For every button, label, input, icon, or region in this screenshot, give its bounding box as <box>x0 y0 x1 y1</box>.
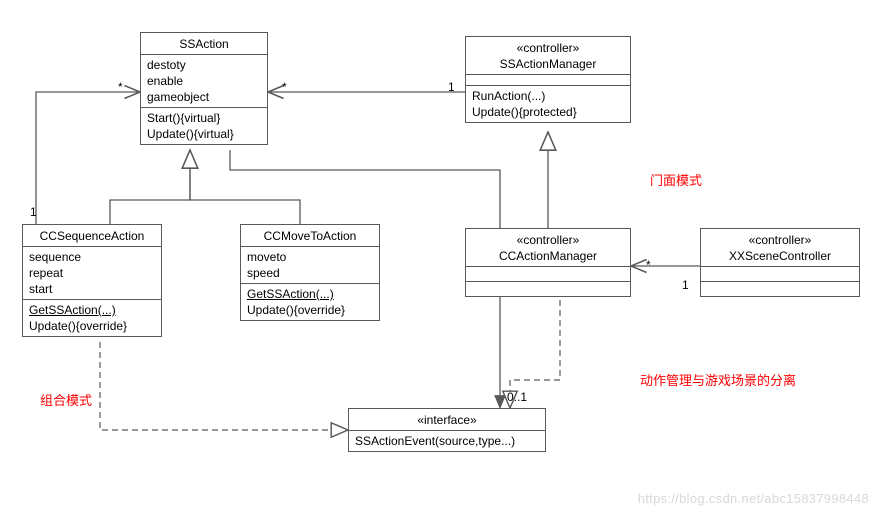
mult: 1 <box>30 205 37 219</box>
stereotype: «interface» <box>353 412 541 428</box>
mult: 1 <box>682 278 689 292</box>
attr: speed <box>247 265 373 281</box>
stereotype: «controller» <box>470 40 626 56</box>
mult: * <box>282 80 287 94</box>
attr: repeat <box>29 265 155 281</box>
class-ssactionmanager: «controller» SSActionManager RunAction(.… <box>465 36 631 123</box>
op: GetSSAction(...) <box>247 286 373 302</box>
stereotype: «controller» <box>470 232 626 248</box>
interface-ssactionevent: «interface» SSActionEvent(source,type...… <box>348 408 546 452</box>
edge-ccsequence-realize-interface <box>100 342 348 430</box>
attr: destoty <box>147 57 261 73</box>
class-name: XXSceneController <box>705 248 855 264</box>
mult: * <box>646 258 651 272</box>
mult: 0..1 <box>507 390 527 404</box>
note-composite: 组合模式 <box>40 390 92 409</box>
edge-ccmoveto-gen <box>190 200 300 224</box>
op: GetSSAction(...) <box>29 302 155 318</box>
stereotype: «controller» <box>705 232 855 248</box>
attr: start <box>29 281 155 297</box>
op: RunAction(...) <box>472 88 624 104</box>
attr: enable <box>147 73 261 89</box>
attr: sequence <box>29 249 155 265</box>
class-ccactionmanager: «controller» CCActionManager <box>465 228 631 297</box>
op: Start(){virtual} <box>147 110 261 126</box>
class-ccsequenceaction: CCSequenceAction sequence repeat start G… <box>22 224 162 337</box>
class-name: CCSequenceAction <box>40 229 145 243</box>
class-name: SSAction <box>179 37 228 51</box>
note-facade: 门面模式 <box>650 170 702 189</box>
mult: 1 <box>448 80 455 94</box>
op: Update(){protected} <box>472 104 624 120</box>
class-name: CCActionManager <box>470 248 626 264</box>
class-name: CCMoveToAction <box>264 229 357 243</box>
edge-ccsequence-aggregates-ssaction <box>36 92 140 224</box>
mult: * <box>118 80 123 94</box>
op: Update(){override} <box>29 318 155 334</box>
uml-diagram: { "diagram": { "type": "uml-class-diagra… <box>0 0 877 512</box>
note-separation: 动作管理与游戏场景的分离 <box>640 370 796 389</box>
op: SSActionEvent(source,type...) <box>355 433 539 449</box>
op: Update(){virtual} <box>147 126 261 142</box>
watermark: https://blog.csdn.net/abc15837998448 <box>638 491 869 506</box>
edge-ccsequence-gen <box>110 165 190 224</box>
class-xxscenecontroller: «controller» XXSceneController <box>700 228 860 297</box>
class-ccmovetoaction: CCMoveToAction moveto speed GetSSAction(… <box>240 224 380 321</box>
op: Update(){override} <box>247 302 373 318</box>
class-name: SSActionManager <box>470 56 626 72</box>
attr: gameobject <box>147 89 261 105</box>
class-ssaction: SSAction destoty enable gameobject Start… <box>140 32 268 145</box>
attr: moveto <box>247 249 373 265</box>
